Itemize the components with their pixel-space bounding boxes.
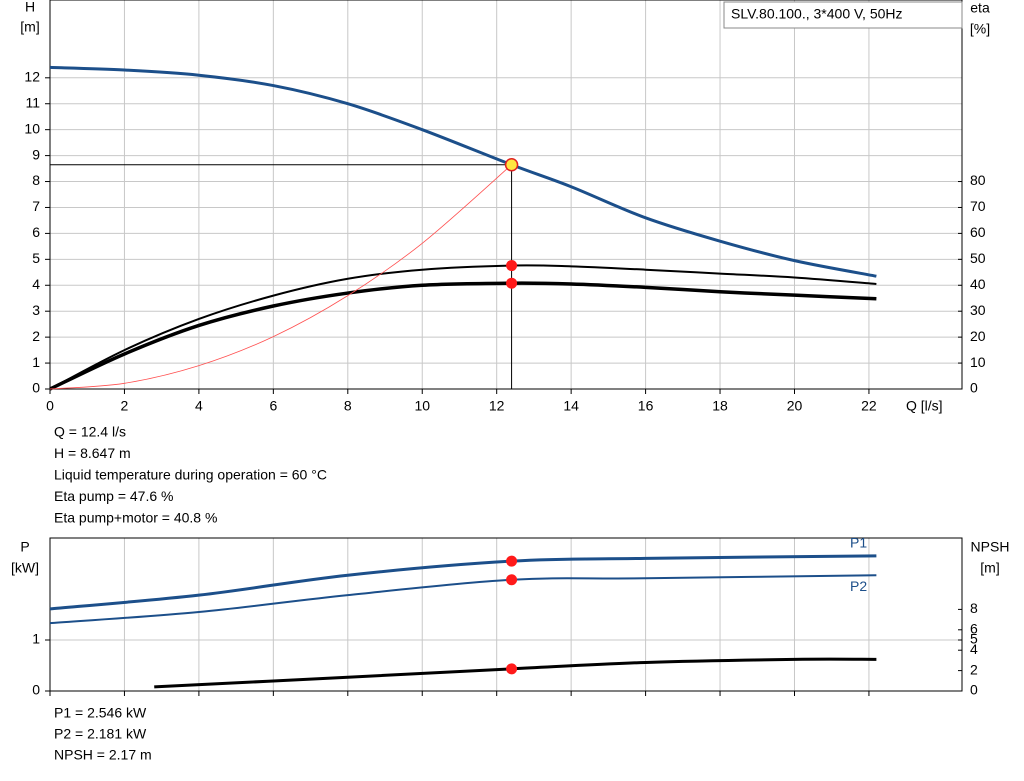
plot-frame <box>49 537 963 692</box>
x-tick-label: 10 <box>414 398 430 414</box>
y2-tick-label: 30 <box>970 302 986 318</box>
y-tick-label: 0 <box>32 380 40 396</box>
x-axis-label: Q [l/s] <box>906 398 943 414</box>
y2-tick-label: 0 <box>970 380 978 396</box>
y2-tick-label: 60 <box>970 224 986 240</box>
y2-axis-unit: [%] <box>970 21 990 37</box>
x-tick-label: 8 <box>344 398 352 414</box>
y-tick-label: 5 <box>32 250 40 266</box>
y2-tick-label: 8 <box>970 600 978 616</box>
operating-point <box>506 277 518 289</box>
y2-axis-unit: [m] <box>980 560 999 576</box>
info-line: Eta pump+motor = 40.8 % <box>54 510 217 526</box>
operating-point <box>504 158 519 172</box>
y-tick-label: 1 <box>32 631 40 647</box>
curve <box>49 65 877 278</box>
info-line: Liquid temperature during operation = 60… <box>54 467 327 483</box>
operating-point <box>506 555 518 567</box>
info-line: P2 = 2.181 kW <box>54 726 147 742</box>
info-line: NPSH = 2.17 m <box>54 747 152 763</box>
info-line: P1 = 2.546 kW <box>54 705 147 721</box>
operating-point <box>506 574 518 586</box>
y-tick-label: 2 <box>32 328 40 344</box>
y-tick-label: 12 <box>24 69 40 85</box>
title-box <box>723 1 963 29</box>
y2-axis-label: NPSH <box>971 539 1010 555</box>
curve-label: P2 <box>850 578 867 594</box>
info-line: Q = 12.4 l/s <box>54 424 126 440</box>
curve <box>49 164 512 390</box>
y2-tick-label: 20 <box>970 328 986 344</box>
x-tick-label: 20 <box>787 398 803 414</box>
x-tick-label: 2 <box>121 398 129 414</box>
y2-tick-label: 2 <box>970 661 978 677</box>
y-tick-label: 1 <box>32 354 40 370</box>
info-line: Eta pump = 47.6 % <box>54 488 173 504</box>
y-tick-label: 3 <box>32 302 40 318</box>
curve <box>49 264 877 390</box>
x-tick-label: 14 <box>563 398 579 414</box>
y-tick-label: 6 <box>32 224 40 240</box>
y-tick-label: 7 <box>32 198 40 214</box>
y-tick-label: 9 <box>32 146 40 162</box>
x-tick-label: 16 <box>638 398 654 414</box>
y2-tick-label: 80 <box>970 172 986 188</box>
operating-point <box>506 663 518 675</box>
curve <box>154 657 877 689</box>
y2-tick-label: 6 <box>970 621 978 637</box>
y-axis-unit: [kW] <box>11 560 39 576</box>
y-axis-label: H <box>25 0 35 15</box>
y-tick-label: 8 <box>32 172 40 188</box>
y-tick-label: 11 <box>25 94 40 110</box>
curve <box>49 574 877 625</box>
x-tick-label: 22 <box>861 398 877 414</box>
x-tick-label: 18 <box>712 398 728 414</box>
x-tick-label: 0 <box>46 398 54 414</box>
curve <box>49 554 877 611</box>
y-tick-label: 0 <box>32 682 40 698</box>
y-axis-unit: [m] <box>20 19 39 35</box>
curve-label: P1 <box>850 535 867 551</box>
y2-tick-label: 50 <box>970 250 986 266</box>
y2-tick-label: 40 <box>970 276 986 292</box>
curve <box>49 281 877 391</box>
y-tick-label: 4 <box>32 276 40 292</box>
y2-tick-label: 70 <box>970 198 986 214</box>
y2-axis-label: eta <box>970 0 990 16</box>
chart-title: SLV.80.100., 3*400 V, 50Hz <box>731 6 903 22</box>
x-tick-label: 6 <box>269 398 277 414</box>
y2-tick-label: 0 <box>970 682 978 698</box>
plot-frame <box>49 0 963 390</box>
y2-tick-label: 5 <box>970 631 978 647</box>
y2-tick-label: 10 <box>970 354 986 370</box>
x-tick-label: 12 <box>489 398 505 414</box>
operating-point <box>506 260 518 272</box>
info-line: H = 8.647 m <box>54 445 131 461</box>
y-tick-label: 10 <box>24 120 40 136</box>
y-axis-label: P <box>20 539 29 555</box>
y2-tick-label: 4 <box>970 641 978 657</box>
x-tick-label: 4 <box>195 398 203 414</box>
